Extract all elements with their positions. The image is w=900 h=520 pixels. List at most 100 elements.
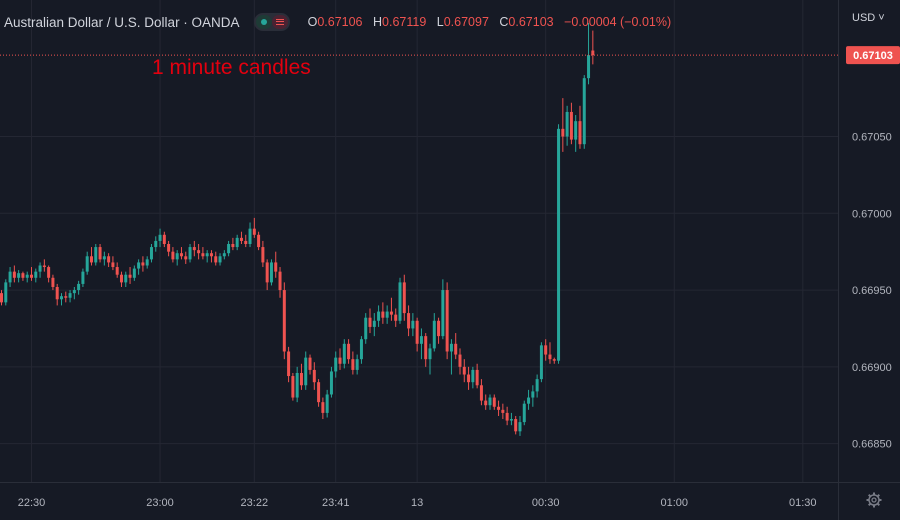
candle xyxy=(437,317,441,344)
candle xyxy=(227,240,231,257)
candle-body xyxy=(218,256,222,263)
candle xyxy=(42,259,46,272)
candle xyxy=(458,348,462,375)
candle-body xyxy=(107,256,111,263)
candle-body xyxy=(428,348,432,360)
candle xyxy=(257,231,261,251)
candle xyxy=(115,262,119,278)
symbol-title[interactable]: Australian Dollar / U.S. Dollar · OANDA xyxy=(4,14,240,30)
candle-body xyxy=(17,273,21,278)
candle xyxy=(582,75,586,149)
candle xyxy=(25,271,29,283)
candle-body xyxy=(334,357,338,372)
candle xyxy=(252,217,256,238)
candle xyxy=(522,400,526,426)
candle xyxy=(55,283,59,306)
candle-body xyxy=(145,259,149,266)
time-axis[interactable]: 22:30 23:00 23:22 23:41 13 00:30 01:00 01:30 xyxy=(18,497,817,509)
candle-body xyxy=(522,403,526,423)
candle-body xyxy=(467,374,471,383)
last-price-badge xyxy=(846,46,900,65)
candle-body xyxy=(518,422,522,432)
candle-body xyxy=(244,240,248,244)
open-key: O xyxy=(307,15,318,29)
candle-body xyxy=(561,128,565,137)
candle xyxy=(364,313,368,344)
last-price-label: 0.67103 xyxy=(853,50,893,62)
y-tick-label: 0.66950 xyxy=(852,285,892,297)
candle xyxy=(467,366,471,390)
y-tick-label: 0.66850 xyxy=(852,439,892,451)
candle-body xyxy=(471,369,475,383)
candle-body xyxy=(304,357,308,386)
candle-body xyxy=(55,286,59,300)
candle-body xyxy=(77,283,81,291)
candle xyxy=(274,251,278,278)
candle-body xyxy=(342,343,346,364)
bars-icon xyxy=(275,19,284,25)
candle xyxy=(59,293,63,306)
candle xyxy=(385,305,389,324)
candle-body xyxy=(458,354,462,367)
candle-body xyxy=(402,282,406,314)
price-axis[interactable]: 0.66850 0.66900 0.66950 0.67000 0.67050 xyxy=(852,132,892,451)
candle-body xyxy=(441,290,445,337)
candle xyxy=(317,379,321,407)
low-key: L xyxy=(436,15,444,29)
candle xyxy=(205,250,209,263)
y-tick-label: 0.67000 xyxy=(852,208,892,220)
y-tick-label: 0.67050 xyxy=(852,132,892,144)
candle-body xyxy=(162,234,166,244)
green-dot-icon xyxy=(260,19,267,25)
candle xyxy=(342,339,346,369)
candle-body xyxy=(359,339,363,360)
chart-header: Australian Dollar / U.S. Dollar · OANDA … xyxy=(0,12,678,32)
candle xyxy=(381,302,385,324)
candle-body xyxy=(462,366,466,375)
candle-body xyxy=(445,290,449,352)
settings-button[interactable] xyxy=(866,492,882,513)
candle xyxy=(287,346,291,383)
candle xyxy=(12,265,16,283)
candle-body xyxy=(509,419,513,421)
candle-body xyxy=(248,228,252,244)
candle xyxy=(291,372,295,401)
candle-body xyxy=(548,354,552,360)
candle-body xyxy=(501,409,505,413)
candle xyxy=(94,244,98,266)
candle xyxy=(175,250,179,266)
high-key: H xyxy=(372,15,383,29)
candle xyxy=(492,394,496,410)
candle xyxy=(389,297,393,321)
candle-body xyxy=(377,311,381,321)
candle-body xyxy=(188,247,192,260)
candle xyxy=(475,363,479,389)
market-open-indicator[interactable] xyxy=(255,15,272,29)
candle-body xyxy=(578,121,582,145)
currency-selector[interactable]: USD ˅ xyxy=(852,12,885,24)
candle xyxy=(325,389,329,418)
status-toggle[interactable] xyxy=(253,13,290,31)
data-status-indicator[interactable] xyxy=(271,15,288,29)
candle xyxy=(501,403,505,420)
candle-body xyxy=(364,317,368,340)
candle xyxy=(445,282,449,360)
candle xyxy=(484,394,488,410)
candle xyxy=(162,231,166,248)
candle-body xyxy=(527,397,531,404)
candle-body xyxy=(484,400,488,406)
candle xyxy=(462,359,466,383)
candle xyxy=(111,256,115,271)
candle-body xyxy=(269,262,273,283)
x-tick-label: 23:00 xyxy=(146,497,174,509)
candle xyxy=(411,313,415,337)
candle-body xyxy=(308,357,312,370)
candle xyxy=(514,415,518,435)
candle-body xyxy=(265,262,269,283)
candle xyxy=(574,115,578,152)
candle-body xyxy=(449,343,453,352)
candle-body xyxy=(171,251,175,260)
candle-body xyxy=(539,345,543,380)
